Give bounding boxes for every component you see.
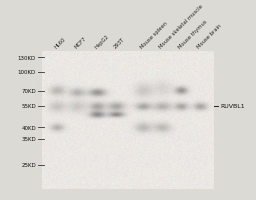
Text: 100KD: 100KD [18, 70, 36, 75]
Text: HepG2: HepG2 [93, 34, 110, 50]
Text: RUVBL1: RUVBL1 [220, 104, 245, 109]
Text: MCF7: MCF7 [73, 36, 87, 50]
Text: 293T: 293T [112, 37, 125, 50]
Text: 40KD: 40KD [21, 125, 36, 130]
Text: 35KD: 35KD [21, 137, 36, 142]
Text: 25KD: 25KD [21, 163, 36, 168]
Text: 130KD: 130KD [18, 55, 36, 60]
Text: Mouse thymus: Mouse thymus [177, 19, 208, 50]
Text: 55KD: 55KD [21, 104, 36, 109]
Text: 70KD: 70KD [21, 89, 36, 94]
Text: Mouse spleen: Mouse spleen [140, 21, 168, 50]
Text: Mouse brain: Mouse brain [196, 23, 223, 50]
Text: Mouse skeletal muscle: Mouse skeletal muscle [158, 4, 204, 50]
Text: HL60: HL60 [54, 37, 67, 50]
